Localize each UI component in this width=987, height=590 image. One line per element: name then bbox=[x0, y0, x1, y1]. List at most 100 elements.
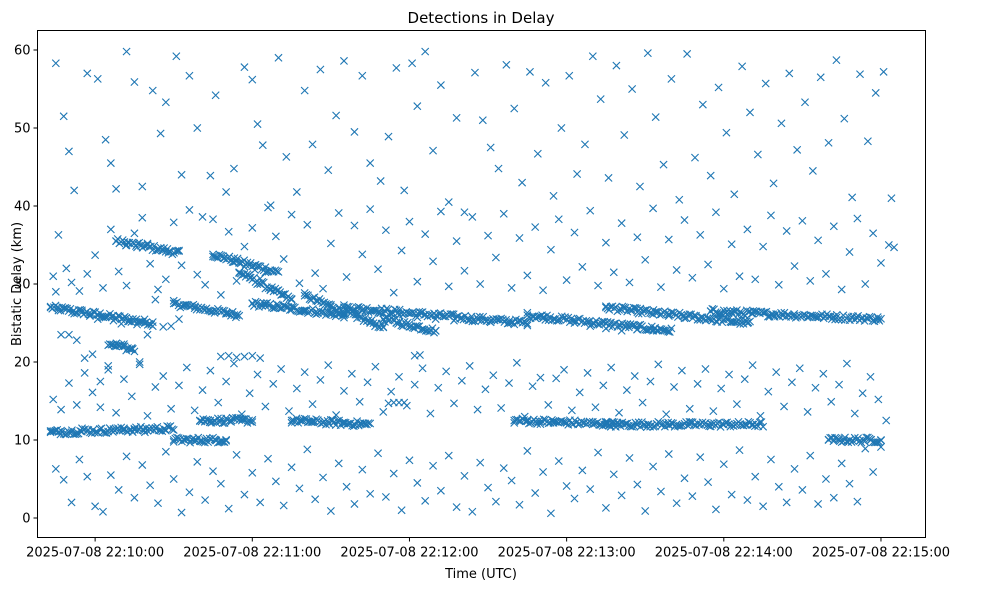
data-point bbox=[759, 422, 768, 431]
data-point bbox=[366, 159, 375, 168]
data-point bbox=[655, 310, 664, 319]
data-point bbox=[709, 407, 718, 416]
data-point bbox=[287, 210, 296, 219]
data-point bbox=[209, 467, 217, 476]
data-point bbox=[429, 257, 438, 266]
data-point bbox=[876, 436, 885, 445]
data-point bbox=[222, 435, 231, 444]
data-point bbox=[232, 353, 241, 362]
data-point bbox=[518, 178, 527, 187]
data-point bbox=[256, 354, 265, 363]
data-point bbox=[295, 279, 304, 288]
data-point bbox=[515, 500, 524, 509]
data-point bbox=[478, 116, 487, 125]
data-point bbox=[232, 276, 241, 285]
data-point bbox=[348, 306, 357, 315]
data-point bbox=[774, 280, 783, 289]
data-point bbox=[248, 415, 257, 424]
data-point bbox=[384, 132, 393, 141]
data-point bbox=[626, 422, 635, 431]
data-point bbox=[651, 113, 660, 122]
data-point bbox=[223, 309, 232, 318]
data-point bbox=[72, 400, 81, 409]
data-point bbox=[415, 307, 424, 316]
data-point bbox=[755, 418, 764, 427]
data-point bbox=[560, 365, 569, 374]
data-point bbox=[48, 427, 57, 436]
x-axis-label: Time (UTC) bbox=[444, 567, 517, 582]
x-tick-label: 2025-07-08 22:10:00 bbox=[26, 546, 164, 561]
data-point bbox=[146, 481, 155, 490]
data-point bbox=[112, 408, 121, 417]
data-point bbox=[596, 95, 605, 104]
data-point bbox=[790, 464, 799, 473]
data-point bbox=[515, 233, 524, 242]
data-point bbox=[609, 470, 618, 479]
data-point bbox=[740, 375, 749, 384]
data-point bbox=[690, 153, 699, 162]
data-point bbox=[798, 485, 807, 494]
data-point bbox=[334, 459, 343, 468]
data-point bbox=[533, 312, 542, 321]
data-point bbox=[167, 322, 176, 331]
data-point bbox=[845, 248, 854, 257]
data-point bbox=[827, 397, 836, 406]
data-point bbox=[355, 397, 364, 406]
data-point bbox=[333, 417, 342, 426]
data-point bbox=[376, 177, 385, 186]
data-point bbox=[831, 315, 840, 324]
data-point bbox=[523, 321, 532, 330]
data-point bbox=[261, 263, 270, 272]
data-point bbox=[725, 370, 734, 379]
data-point bbox=[418, 364, 427, 373]
data-point bbox=[154, 499, 162, 508]
data-point bbox=[680, 474, 689, 483]
data-point bbox=[138, 213, 147, 222]
data-point bbox=[444, 451, 453, 460]
data-point bbox=[49, 272, 58, 281]
data-point bbox=[866, 372, 875, 381]
data-point bbox=[719, 460, 728, 469]
data-point bbox=[332, 111, 341, 120]
data-point bbox=[795, 364, 804, 373]
data-point bbox=[240, 63, 249, 72]
data-point bbox=[751, 275, 760, 284]
data-point bbox=[473, 405, 482, 414]
data-point bbox=[531, 223, 540, 232]
data-point bbox=[206, 171, 215, 180]
data-point bbox=[444, 198, 453, 207]
data-point bbox=[594, 281, 603, 290]
data-point bbox=[680, 216, 689, 225]
data-point bbox=[287, 294, 296, 303]
data-point bbox=[379, 407, 388, 416]
data-point bbox=[811, 383, 820, 392]
data-point bbox=[801, 98, 809, 107]
data-point bbox=[426, 409, 435, 418]
data-point bbox=[837, 285, 846, 294]
data-point bbox=[135, 358, 144, 366]
data-point bbox=[452, 113, 461, 122]
data-point bbox=[100, 312, 109, 321]
data-point bbox=[135, 317, 144, 326]
data-point bbox=[148, 318, 157, 327]
data-point bbox=[339, 386, 348, 395]
data-point bbox=[358, 71, 367, 80]
data-point bbox=[264, 203, 273, 212]
data-point bbox=[619, 303, 628, 312]
data-point bbox=[350, 221, 359, 230]
data-point bbox=[460, 266, 469, 275]
data-point bbox=[222, 377, 231, 386]
y-tick-label: 30 bbox=[14, 278, 31, 293]
data-point bbox=[135, 360, 144, 369]
data-point bbox=[387, 309, 396, 318]
data-point bbox=[670, 382, 679, 391]
data-point bbox=[759, 242, 768, 251]
data-point bbox=[308, 400, 317, 409]
data-point bbox=[389, 469, 398, 478]
data-point bbox=[484, 231, 493, 240]
data-point bbox=[182, 363, 191, 372]
data-point bbox=[578, 262, 587, 271]
data-point bbox=[303, 418, 312, 427]
data-point bbox=[311, 495, 320, 504]
x-tick-label: 2025-07-08 22:12:00 bbox=[340, 546, 478, 561]
